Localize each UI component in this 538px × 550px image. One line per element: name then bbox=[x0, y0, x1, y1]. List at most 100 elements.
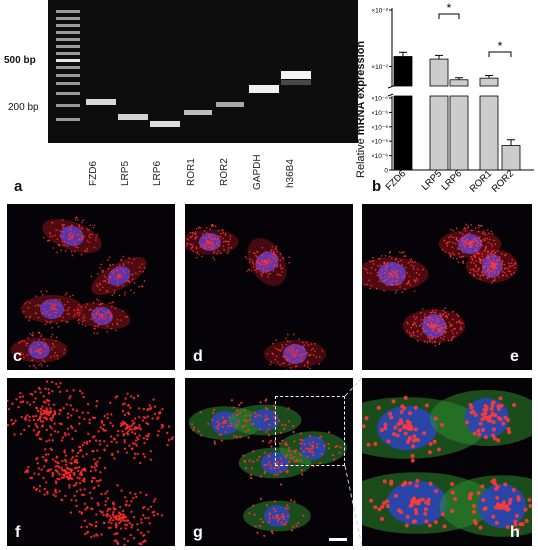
signal-dot bbox=[393, 425, 398, 430]
dna-ladder bbox=[56, 10, 80, 121]
signal-dot bbox=[71, 224, 73, 227]
signal-dot bbox=[259, 475, 263, 478]
signal-dot bbox=[220, 232, 222, 235]
signal-dot bbox=[113, 290, 116, 292]
signal-dot bbox=[427, 450, 432, 455]
signal-dot bbox=[213, 245, 215, 248]
signal-dot bbox=[217, 229, 220, 232]
signal-dot bbox=[264, 250, 267, 253]
signal-dot bbox=[413, 405, 418, 410]
signal-dot bbox=[37, 467, 40, 470]
signal-dot bbox=[67, 229, 69, 231]
signal-dot bbox=[385, 269, 388, 272]
signal-dot bbox=[66, 476, 70, 480]
signal-dot bbox=[262, 271, 264, 274]
signal-dot bbox=[438, 330, 440, 333]
signal-dot bbox=[493, 259, 495, 262]
signal-dot bbox=[54, 315, 57, 317]
signal-dot bbox=[97, 484, 100, 487]
signal-dot bbox=[492, 263, 495, 266]
signal-dot bbox=[435, 320, 437, 323]
signal-dot bbox=[250, 269, 253, 272]
signal-dot bbox=[431, 319, 433, 321]
signal-dot bbox=[251, 260, 254, 262]
signal-dot bbox=[54, 465, 57, 468]
signal-dot bbox=[288, 351, 291, 353]
signal-dot bbox=[452, 241, 454, 244]
signal-dot bbox=[115, 329, 117, 332]
signal-dot bbox=[507, 500, 512, 505]
signal-dot bbox=[473, 255, 475, 257]
signal-dot bbox=[364, 267, 367, 270]
signal-dot bbox=[106, 331, 108, 333]
signal-dot bbox=[487, 267, 490, 269]
signal-dot bbox=[194, 232, 196, 235]
signal-dot bbox=[405, 514, 410, 519]
signal-dot bbox=[403, 395, 408, 400]
signal-dot bbox=[85, 442, 89, 445]
signal-dot bbox=[106, 444, 109, 448]
signal-dot bbox=[286, 352, 289, 354]
signal-dot bbox=[270, 361, 273, 363]
signal-dot bbox=[153, 498, 157, 501]
signal-dot bbox=[303, 348, 306, 350]
signal-dot bbox=[239, 435, 242, 438]
signal-dot bbox=[391, 275, 394, 278]
signal-dot bbox=[463, 228, 465, 230]
signal-dot bbox=[383, 422, 388, 427]
signal-dot bbox=[68, 474, 72, 477]
signal-dot bbox=[487, 250, 489, 253]
signal-dot bbox=[287, 420, 290, 423]
signal-dot bbox=[120, 319, 122, 321]
signal-dot bbox=[23, 340, 26, 342]
signal-dot bbox=[283, 427, 286, 430]
signal-dot bbox=[82, 493, 86, 497]
signal-dot bbox=[440, 315, 443, 318]
signal-dot bbox=[478, 258, 480, 261]
signal-dot bbox=[286, 504, 289, 507]
signal-dot bbox=[279, 264, 282, 266]
signal-dot bbox=[35, 424, 38, 428]
signal-dot bbox=[261, 246, 264, 249]
signal-dot bbox=[389, 479, 394, 484]
signal-dot bbox=[39, 413, 43, 416]
signal-dot bbox=[258, 261, 260, 264]
signal-dot bbox=[55, 455, 59, 458]
signal-dot bbox=[93, 246, 96, 249]
signal-dot bbox=[449, 254, 452, 257]
signal-dot bbox=[318, 436, 321, 439]
signal-dot bbox=[37, 348, 39, 351]
signal-dot bbox=[38, 484, 42, 488]
signal-dot bbox=[137, 407, 141, 410]
signal-dot bbox=[59, 315, 61, 317]
signal-dot bbox=[483, 250, 486, 252]
signal-dot bbox=[477, 269, 480, 272]
signal-dot bbox=[421, 331, 424, 333]
signal-dot bbox=[59, 298, 61, 301]
signal-dot bbox=[459, 322, 462, 325]
signal-dot bbox=[55, 322, 58, 325]
signal-dot bbox=[293, 369, 296, 370]
signal-dot bbox=[494, 271, 496, 273]
signal-dot bbox=[457, 314, 459, 317]
signal-dot bbox=[426, 341, 429, 343]
signal-dot bbox=[383, 272, 386, 274]
signal-dot bbox=[42, 350, 45, 352]
signal-dot bbox=[34, 367, 37, 369]
signal-dot bbox=[205, 240, 208, 242]
signal-dot bbox=[287, 407, 290, 410]
signal-dot bbox=[246, 270, 248, 272]
signal-dot bbox=[60, 439, 64, 442]
signal-dot bbox=[451, 330, 453, 332]
signal-dot bbox=[64, 454, 68, 457]
signal-dot bbox=[60, 476, 64, 479]
signal-dot bbox=[232, 406, 235, 409]
signal-dot bbox=[37, 316, 40, 319]
signal-dot bbox=[285, 443, 288, 446]
signal-dot bbox=[488, 418, 493, 423]
signal-dot bbox=[327, 442, 330, 446]
signal-dot bbox=[441, 318, 443, 321]
signal-dot bbox=[23, 310, 25, 313]
signal-dot bbox=[75, 504, 78, 508]
